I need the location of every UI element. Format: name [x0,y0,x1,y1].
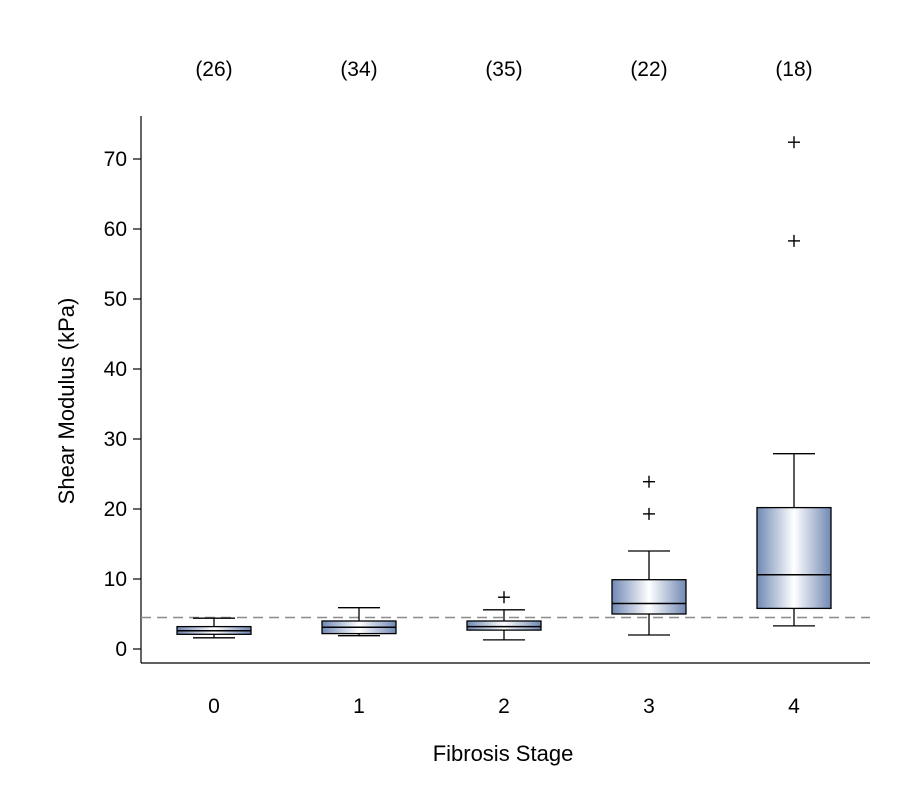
count-label: (35) [485,58,522,81]
box-group [176,617,252,639]
y-tick-label: 40 [104,358,127,381]
y-tick-label: 20 [104,498,127,521]
box-group [611,475,687,636]
boxes [176,136,832,641]
count-label: (34) [340,58,377,81]
count-label: (18) [775,58,812,81]
count-label: (22) [630,58,667,81]
x-tick-label: 1 [353,695,365,718]
x-tick-label: 4 [788,695,800,718]
y-tick-label: 70 [104,148,127,171]
box-group [321,607,397,637]
y-axis-title: Shear Modulus (kPa) [54,298,79,505]
y-ticks: 0 10 20 30 40 50 60 70 [104,148,141,661]
y-tick-label: 60 [104,218,127,241]
y-tick-label: 0 [115,638,127,661]
axes [140,116,870,664]
sample-size-labels: (26) (34) (35) (22) (18) [195,58,812,81]
box [466,620,542,631]
outlier-marker [643,475,655,488]
y-tick-label: 30 [104,428,127,451]
y-tick-label: 50 [104,288,127,311]
box [756,506,832,610]
count-label: (26) [195,58,232,81]
box-group [756,136,832,627]
x-tick-label: 3 [643,695,655,718]
y-tick-label: 10 [104,568,127,591]
box-group [466,591,542,641]
x-tick-label: 2 [498,695,510,718]
x-axis-title: Fibrosis Stage [433,741,574,766]
outlier-marker [788,136,800,149]
outlier-marker [788,234,800,247]
box [611,579,687,615]
x-ticks: 0 1 2 3 4 [208,695,800,718]
outlier-marker [643,507,655,520]
x-tick-label: 0 [208,695,220,718]
outlier-marker [498,591,510,604]
